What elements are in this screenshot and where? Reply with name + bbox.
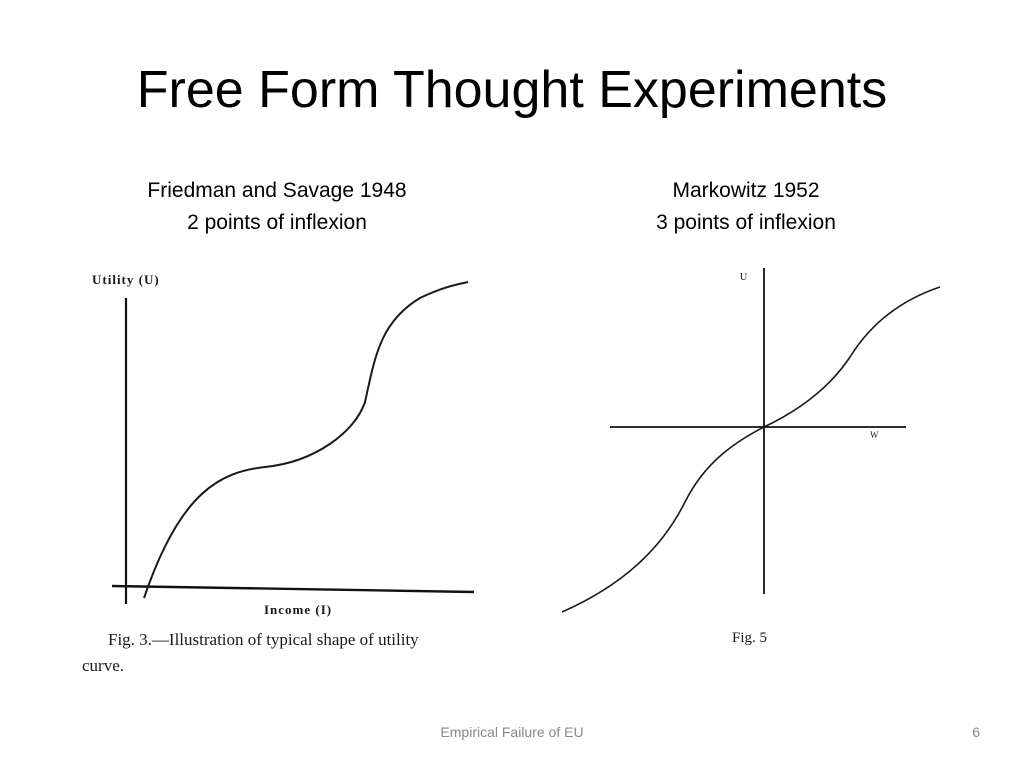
slide-footer: Empirical Failure of EU [440, 724, 584, 740]
markowitz-caption-line2: 3 points of inflexion [656, 211, 836, 234]
fs-x-axis-label: Income (I) [264, 602, 332, 617]
fs-figure-caption: Fig. 3.—Illustration of typical shape of… [108, 630, 419, 649]
slide-title: Free Form Thought Experiments [136, 61, 888, 119]
fs-figure-caption-cont: curve. [82, 656, 124, 675]
mk-y-axis-label: U [740, 272, 748, 283]
fs-x-axis [111, 584, 475, 594]
fs-y-axis-label: Utility (U) [92, 272, 160, 287]
slide-number: 6 [972, 724, 980, 740]
friedman-savage-caption-line2: 2 points of inflexion [187, 211, 367, 234]
mk-utility-curve [561, 286, 941, 613]
friedman-savage-figure: Utility (U) Income (I) Fig. 3.—Illustrat… [82, 272, 475, 675]
fs-utility-curve [143, 281, 469, 599]
mk-figure-caption: Fig. 5 [732, 630, 767, 646]
markowitz-caption-line1: Markowitz 1952 [672, 179, 820, 202]
friedman-savage-caption: Friedman and Savage 1948 2 points of inf… [97, 175, 457, 239]
markowitz-figure: U W Fig. 5 [561, 268, 941, 646]
friedman-savage-caption-line1: Friedman and Savage 1948 [147, 179, 407, 202]
markowitz-caption: Markowitz 1952 3 points of inflexion [566, 175, 926, 239]
mk-x-axis-label: W [870, 430, 879, 440]
